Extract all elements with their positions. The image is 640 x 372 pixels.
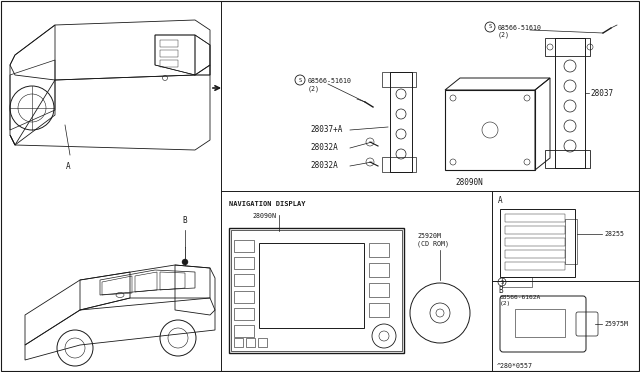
Text: B: B xyxy=(182,216,188,225)
Bar xyxy=(259,243,364,328)
Bar xyxy=(369,283,389,297)
Text: 28090N: 28090N xyxy=(455,178,483,187)
Bar xyxy=(234,291,254,303)
Bar xyxy=(505,262,565,270)
Bar xyxy=(234,308,254,320)
Text: S: S xyxy=(488,25,492,29)
Bar xyxy=(505,238,565,246)
Bar xyxy=(555,38,585,168)
Bar xyxy=(246,338,255,347)
Bar xyxy=(369,263,389,277)
Text: 25920M
(CD ROM): 25920M (CD ROM) xyxy=(417,233,449,247)
Bar xyxy=(234,325,254,337)
Circle shape xyxy=(182,259,188,265)
Bar xyxy=(445,90,535,170)
Text: 08566-51610
(2): 08566-51610 (2) xyxy=(308,78,352,92)
Bar xyxy=(160,60,178,67)
Text: NAVIGATION DISPLAY: NAVIGATION DISPLAY xyxy=(229,201,305,207)
Text: B: B xyxy=(498,286,502,295)
Bar xyxy=(382,72,416,87)
Text: 28032A: 28032A xyxy=(310,144,338,153)
Text: 08566-6162A
(2): 08566-6162A (2) xyxy=(500,295,541,306)
Bar xyxy=(505,214,565,222)
Bar xyxy=(515,309,565,337)
Bar xyxy=(234,274,254,286)
Bar xyxy=(234,257,254,269)
Bar xyxy=(505,250,565,258)
Text: A: A xyxy=(498,196,502,205)
Text: 25975M: 25975M xyxy=(604,321,628,327)
Bar xyxy=(390,72,412,172)
Bar xyxy=(160,50,178,57)
Bar xyxy=(382,157,416,172)
Bar xyxy=(502,277,532,287)
Text: 28255: 28255 xyxy=(604,231,624,237)
Text: A: A xyxy=(66,162,70,171)
Bar xyxy=(545,38,590,56)
Bar xyxy=(234,338,243,347)
Bar xyxy=(545,150,590,168)
Text: 08566-51610
(2): 08566-51610 (2) xyxy=(498,25,542,38)
Text: 28090N: 28090N xyxy=(252,213,276,219)
Bar xyxy=(258,338,267,347)
Text: S: S xyxy=(298,77,301,83)
Text: 28037+A: 28037+A xyxy=(310,125,342,135)
Bar xyxy=(505,226,565,234)
Bar xyxy=(369,243,389,257)
Bar xyxy=(231,230,402,351)
Bar xyxy=(160,40,178,47)
Text: ^280*0557: ^280*0557 xyxy=(497,363,533,369)
Text: 28032A: 28032A xyxy=(310,161,338,170)
Bar xyxy=(369,303,389,317)
Bar xyxy=(565,219,577,264)
Text: S: S xyxy=(500,279,504,285)
Bar xyxy=(234,240,254,252)
Text: 28037: 28037 xyxy=(590,89,613,97)
Bar xyxy=(229,228,404,353)
Bar xyxy=(500,209,575,277)
